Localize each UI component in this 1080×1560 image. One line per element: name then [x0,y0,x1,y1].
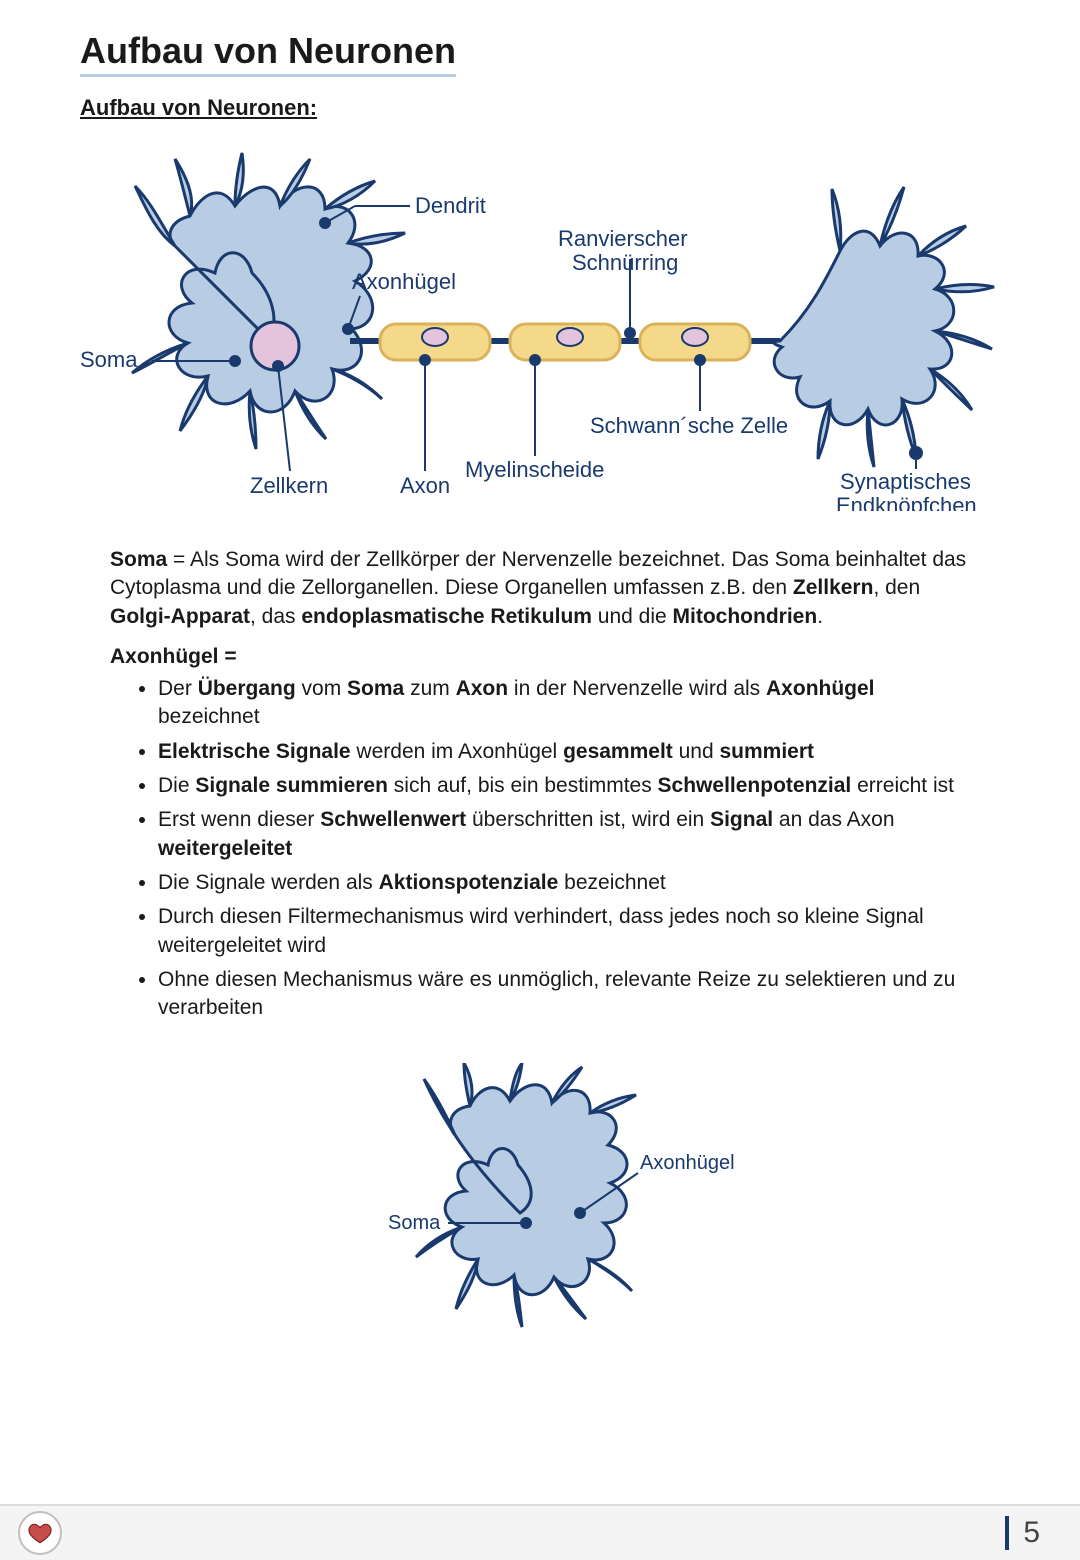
axonhuegel-list: Der Übergang vom Soma zum Axon in der Ne… [110,675,970,1023]
label-axonhuegel: Axonhügel [352,269,456,294]
neuron-diagram: Dendrit Axonhügel RanvierscherSchnürring… [80,151,1000,516]
page-footer: 5 [0,1504,1080,1560]
label-synapse-1: SynaptischesEndknöpfchen [836,469,977,511]
page-number: 5 [1005,1516,1040,1550]
label-soma: Soma [80,347,138,372]
soma-paragraph: Soma = Als Soma wird der Zellkörper der … [110,546,970,631]
label-schwann: Schwann´sche Zelle [590,413,788,438]
list-item: Der Übergang vom Soma zum Axon in der Ne… [158,675,970,732]
list-item: Die Signale summieren sich auf, bis ein … [158,772,970,800]
label-myelin: Myelinscheide [465,457,604,482]
list-item: Ohne diesen Mechanismus wäre es unmöglic… [158,966,970,1023]
small-label-soma: Soma [388,1212,441,1234]
list-item: Die Signale werden als Aktionspotenziale… [158,869,970,897]
axonhuegel-heading: Axonhügel = [110,645,970,669]
label-dendrit: Dendrit [415,193,486,218]
page-subtitle: Aufbau von Neuronen: [80,95,1000,121]
small-label-axonhuegel: Axonhügel [640,1152,735,1174]
label-ranvier-1: RanvierscherSchnürring [558,226,688,275]
soma-diagram: Soma Axonhügel [80,1063,1000,1333]
label-zellkern: Zellkern [250,473,328,498]
heart-icon [18,1511,62,1555]
list-item: Erst wenn dieser Schwellenwert überschri… [158,806,970,863]
list-item: Elektrische Signale werden im Axonhügel … [158,738,970,766]
label-axon: Axon [400,473,450,498]
page-title: Aufbau von Neuronen [80,30,456,77]
list-item: Durch diesen Filtermechanismus wird verh… [158,903,970,960]
